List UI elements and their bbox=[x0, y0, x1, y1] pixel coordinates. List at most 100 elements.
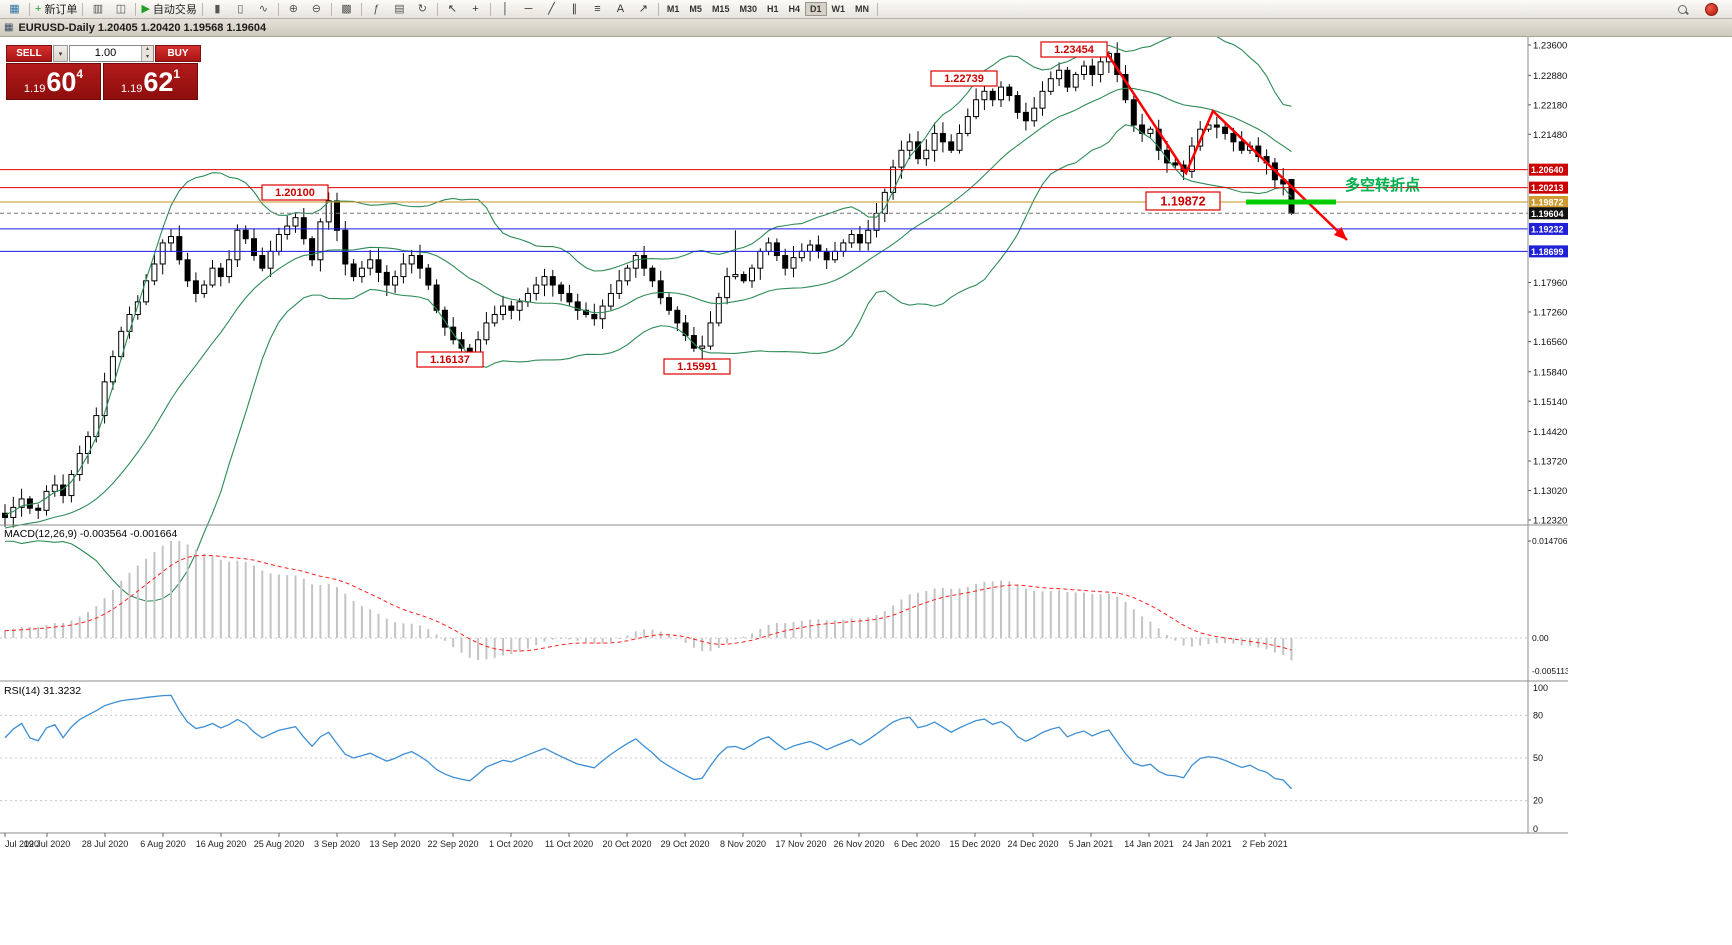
arrows-icon[interactable]: ↗ bbox=[632, 1, 655, 17]
svg-text:0: 0 bbox=[1533, 824, 1538, 834]
timeframe-M1[interactable]: M1 bbox=[666, 4, 680, 14]
new-order-button[interactable]: + 新订单 bbox=[33, 1, 79, 17]
svg-text:0.014706: 0.014706 bbox=[1532, 536, 1568, 546]
svg-text:25 Aug 2020: 25 Aug 2020 bbox=[254, 839, 305, 849]
vline-icon[interactable]: │ bbox=[494, 1, 517, 17]
buy-price-display[interactable]: 1.19 62 1 bbox=[103, 63, 198, 100]
sell-button[interactable]: SELL bbox=[6, 45, 52, 62]
timeframe-W1[interactable]: W1 bbox=[831, 4, 846, 14]
svg-text:24 Dec 2020: 24 Dec 2020 bbox=[1007, 839, 1058, 849]
new-chart-icon-glyph: ▦ bbox=[9, 2, 20, 15]
refresh-icon[interactable]: ↻ bbox=[411, 1, 434, 17]
trend-arrowhead bbox=[1333, 227, 1347, 240]
svg-text:50: 50 bbox=[1533, 753, 1543, 763]
line-chart-icon-glyph: ∿ bbox=[258, 2, 269, 15]
timeframe-M15[interactable]: M15 bbox=[711, 4, 730, 14]
new-order-button-label: 新订单 bbox=[44, 4, 78, 16]
svg-text:1.12320: 1.12320 bbox=[1533, 516, 1567, 527]
autotrading-button-icon: ▶ bbox=[141, 2, 150, 15]
fibonacci-icon[interactable]: ≡ bbox=[586, 1, 609, 17]
new-chart-icon[interactable]: ▦ bbox=[3, 1, 26, 17]
chart-canvas[interactable]: 1.206401.202131.198721.192321.186991.196… bbox=[0, 37, 1568, 851]
order-options-dropdown[interactable]: ▾ bbox=[53, 45, 68, 62]
svg-text:13 Sep 2020: 13 Sep 2020 bbox=[369, 839, 420, 849]
timeframe-MN[interactable]: MN bbox=[855, 4, 870, 14]
svg-text:20 Oct 2020: 20 Oct 2020 bbox=[602, 839, 651, 849]
svg-text:6 Aug 2020: 6 Aug 2020 bbox=[140, 839, 186, 849]
lot-spinner[interactable]: ▴ ▾ bbox=[141, 46, 153, 61]
svg-text:26 Nov 2020: 26 Nov 2020 bbox=[833, 839, 884, 849]
annotations-layer[interactable]: 多空转折点 1.23454 1.22739 1.20100 1.19872 1.16137… bbox=[261, 41, 1420, 375]
svg-text:1.19872: 1.19872 bbox=[1531, 197, 1564, 207]
community-icon[interactable] bbox=[1700, 1, 1723, 17]
lot-size-input[interactable]: 1.00 ▴ ▾ bbox=[69, 45, 154, 62]
svg-text:1.20100: 1.20100 bbox=[275, 187, 315, 199]
svg-text:28 Jul 2020: 28 Jul 2020 bbox=[82, 839, 129, 849]
bars-icon[interactable]: ▮ bbox=[206, 1, 229, 17]
channel-icon[interactable]: ∥ bbox=[563, 1, 586, 17]
spinner-up-icon[interactable]: ▴ bbox=[145, 46, 149, 52]
rsi-pane: 80 50 20 100 0 RSI(14) 31.3232 bbox=[0, 683, 1548, 834]
svg-text:80: 80 bbox=[1533, 710, 1543, 720]
timeframe-H4[interactable]: H4 bbox=[788, 4, 800, 14]
horizontal-price-lines[interactable] bbox=[0, 169, 1528, 252]
svg-text:1.22739: 1.22739 bbox=[944, 73, 984, 85]
spinner-down-icon[interactable]: ▾ bbox=[145, 53, 149, 60]
trendline-icon[interactable]: ╱ bbox=[540, 1, 563, 17]
charts-grid-icon[interactable]: ▥ bbox=[86, 1, 109, 17]
svg-text:1.19604: 1.19604 bbox=[1531, 209, 1564, 219]
svg-text:22 Sep 2020: 22 Sep 2020 bbox=[427, 839, 478, 849]
svg-text:1.23454: 1.23454 bbox=[1054, 44, 1095, 56]
price-axis[interactable]: 1.206401.202131.198721.192321.186991.196… bbox=[0, 37, 1568, 834]
price-callout-box bbox=[930, 70, 998, 87]
indicators-icon[interactable]: ƒ bbox=[365, 1, 388, 17]
svg-text:11 Oct 2020: 11 Oct 2020 bbox=[545, 839, 593, 849]
fibonacci-icon-glyph: ≡ bbox=[594, 2, 601, 15]
candles-icon[interactable]: ▯ bbox=[229, 1, 252, 17]
text-icon[interactable]: A bbox=[609, 1, 632, 17]
macd-pane: MACD(12,26,9) -0.003564 -0.001664 0.01470… bbox=[0, 528, 1568, 676]
svg-text:1 Oct 2020: 1 Oct 2020 bbox=[489, 839, 533, 849]
buy-price-prefix: 1.19 bbox=[120, 83, 143, 95]
toolbar-separator bbox=[360, 2, 362, 16]
one-click-trading-panel: SELL ▾ 1.00 ▴ ▾ BUY 1.19 60 4 1.19 62 1 bbox=[6, 45, 201, 100]
svg-text:-0.005113: -0.005113 bbox=[1532, 666, 1568, 676]
candles-layer bbox=[2, 42, 1295, 528]
timeframe-H1[interactable]: H1 bbox=[766, 4, 779, 14]
channel-icon-glyph: ∥ bbox=[571, 2, 578, 15]
svg-text:3 Sep 2020: 3 Sep 2020 bbox=[314, 839, 360, 849]
toolbar-separator bbox=[135, 2, 137, 16]
tile-windows-icon-glyph: ▩ bbox=[341, 2, 352, 15]
zoom-out-icon[interactable]: ⊖ bbox=[305, 1, 328, 17]
red-dot-glyph bbox=[1705, 2, 1718, 16]
price-callout-box bbox=[261, 184, 329, 201]
svg-text:24 Jan 2021: 24 Jan 2021 bbox=[1182, 839, 1232, 849]
timeframe-M5[interactable]: M5 bbox=[689, 4, 702, 14]
tile-windows-icon[interactable]: ▩ bbox=[335, 1, 358, 17]
hline-icon[interactable]: ─ bbox=[517, 1, 540, 17]
crosshair-icon[interactable]: + bbox=[464, 1, 487, 17]
autotrading-button[interactable]: ▶ 自动交易 bbox=[139, 1, 198, 17]
magnifier-glyph bbox=[1678, 4, 1687, 14]
templates-icon[interactable]: ▤ bbox=[388, 1, 411, 17]
svg-text:1.15991: 1.15991 bbox=[677, 361, 717, 373]
data-window-icon[interactable]: ◫ bbox=[109, 1, 132, 17]
svg-text:16 Aug 2020: 16 Aug 2020 bbox=[196, 839, 247, 849]
chart-window-icon: ▦ bbox=[4, 22, 14, 33]
svg-text:20: 20 bbox=[1533, 796, 1543, 806]
timeframe-M30[interactable]: M30 bbox=[739, 4, 757, 14]
chart-titlebar[interactable]: ▦ EURUSD-Daily 1.20405 1.20420 1.19568 1… bbox=[0, 19, 1732, 37]
cursor-icon[interactable]: ↖ bbox=[441, 1, 464, 17]
svg-text:17 Nov 2020: 17 Nov 2020 bbox=[775, 839, 826, 849]
timeframe-D1[interactable]: D1 bbox=[805, 2, 827, 16]
svg-text:MACD(12,26,9) -0.003564 -0.001: MACD(12,26,9) -0.003564 -0.001664 bbox=[4, 528, 178, 540]
line-chart-icon[interactable]: ∿ bbox=[252, 1, 275, 17]
search-icon[interactable] bbox=[1671, 1, 1694, 17]
zoom-in-icon[interactable]: ⊕ bbox=[282, 1, 305, 17]
buy-button[interactable]: BUY bbox=[155, 45, 201, 62]
svg-text:19 Jul 2020: 19 Jul 2020 bbox=[24, 839, 71, 849]
sell-price-display[interactable]: 1.19 60 4 bbox=[6, 63, 101, 100]
svg-text:1.22880: 1.22880 bbox=[1533, 71, 1567, 82]
svg-text:2 Feb 2021: 2 Feb 2021 bbox=[1242, 839, 1288, 849]
